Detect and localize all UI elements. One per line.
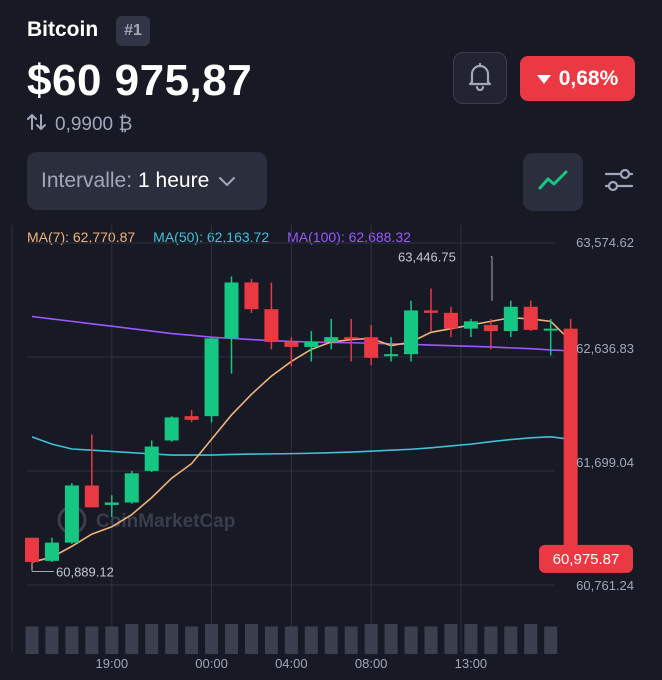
btc-value: 0,9900 ₿ <box>55 114 133 135</box>
candle-body <box>543 328 558 331</box>
x-tick-label: 08:00 <box>355 656 388 671</box>
candle-body <box>424 310 438 313</box>
current-price-label: 60,975.87 <box>553 551 620 568</box>
candle-body <box>44 542 59 561</box>
candle-body <box>104 502 119 505</box>
volume-bar <box>85 626 99 654</box>
line-chart-toggle-button[interactable] <box>523 153 583 211</box>
candle-body <box>264 309 279 343</box>
price-change-value: 0,68% <box>558 66 619 90</box>
ma100-legend: MA(100): 62,688.32 <box>287 229 411 245</box>
y-tick-label: 63,574.62 <box>576 235 634 250</box>
volume-bar <box>65 626 79 654</box>
candle-body <box>244 282 259 310</box>
ma7-line <box>31 316 572 563</box>
interval-label: Intervalle: <box>41 169 133 192</box>
candle-body <box>84 485 99 508</box>
volume-bar <box>45 626 59 654</box>
candle-body <box>344 337 359 340</box>
candle-body <box>443 312 458 329</box>
price-alert-button[interactable] <box>453 52 507 104</box>
volume-bar <box>125 624 139 654</box>
volume-bar <box>225 624 238 654</box>
candle-body <box>124 473 139 503</box>
candle-body <box>523 306 538 330</box>
volume-bar <box>444 624 458 654</box>
y-tick-label: 62,636.83 <box>576 341 634 356</box>
coin-name: Bitcoin <box>27 18 99 41</box>
volume-bar <box>524 624 538 654</box>
candle-body <box>483 325 498 332</box>
interval-select[interactable]: Intervalle: 1 heure <box>27 152 267 210</box>
candle-body <box>204 338 219 417</box>
volume-bar <box>404 626 418 654</box>
candle-body <box>364 337 379 358</box>
candle-body <box>144 446 159 471</box>
current-price-tag <box>539 544 633 573</box>
candle-body <box>25 537 39 563</box>
volume-bar <box>284 626 298 654</box>
volume-bar <box>165 624 179 654</box>
volume-bar <box>464 624 478 654</box>
btc-conversion: 0,9900 ₿ <box>27 113 132 137</box>
volume-bar <box>304 626 318 654</box>
volume-bar <box>105 626 119 654</box>
trend-line-icon <box>538 169 568 196</box>
candle-body <box>284 342 299 347</box>
candle-body <box>224 282 239 339</box>
chart-settings-button[interactable] <box>600 163 638 201</box>
candle-body <box>503 306 518 332</box>
swap-arrows-icon <box>27 113 47 137</box>
chevron-down-icon <box>219 169 236 193</box>
volume-bar <box>324 626 338 654</box>
candle-body <box>563 328 578 560</box>
candle-body <box>184 416 199 420</box>
candle-body <box>404 310 419 355</box>
candle-body <box>324 337 339 343</box>
ma50-line <box>31 436 571 456</box>
price-change-badge: 0,68% <box>520 56 635 101</box>
volume-bar <box>504 626 518 654</box>
volume-bar <box>344 626 358 654</box>
high-annotation: 63,446.75 <box>398 250 456 265</box>
candle-body <box>304 342 319 347</box>
x-tick-label: 04:00 <box>275 656 308 671</box>
volume-bar <box>364 624 378 654</box>
volume-bar <box>185 626 199 654</box>
volume-bar <box>484 626 498 654</box>
bell-icon <box>466 61 494 96</box>
y-tick-label: 61,699.04 <box>576 455 634 470</box>
rank-badge: #1 <box>116 16 150 46</box>
candle-body <box>64 485 79 543</box>
volume-bar <box>384 624 398 654</box>
y-tick-label: 60,761.24 <box>576 578 634 593</box>
volume-bar <box>205 624 219 654</box>
volume-bar <box>424 626 438 654</box>
volume-bar <box>264 626 278 654</box>
interval-value: 1 heure <box>138 169 210 192</box>
volume-bar <box>244 624 258 654</box>
ma100-line <box>31 315 571 352</box>
volume-bar <box>25 626 39 654</box>
sliders-icon <box>604 167 634 198</box>
low-annotation: 60,889.12 <box>56 564 114 579</box>
candle-body <box>164 417 179 441</box>
watermark-text: CoinMarketCap <box>96 511 235 532</box>
price-value: $60 975,87 <box>27 56 253 105</box>
volume-bar <box>544 626 558 654</box>
candle-body <box>463 321 478 329</box>
ma7-legend: MA(7): 62,770.87 <box>27 229 136 245</box>
candle-body <box>384 354 399 357</box>
caret-down-icon <box>536 67 551 91</box>
x-tick-label: 19:00 <box>96 656 129 671</box>
x-tick-label: 00:00 <box>195 656 228 671</box>
x-tick-label: 13:00 <box>455 656 488 671</box>
volume-bar <box>145 624 159 654</box>
